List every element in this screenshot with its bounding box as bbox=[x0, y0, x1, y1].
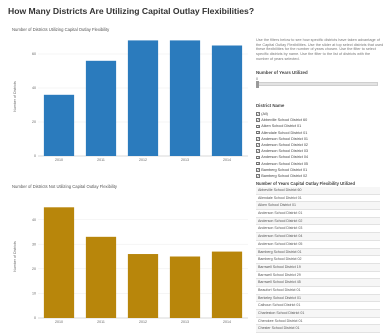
x-tick-label: 2013 bbox=[181, 320, 189, 324]
bar-2012[interactable] bbox=[127, 254, 159, 318]
list-item: Anderson School District 01 bbox=[256, 210, 380, 218]
list-item: Bamberg School District 02 bbox=[256, 256, 380, 264]
filter-item[interactable]: ✓ (All) bbox=[256, 111, 356, 117]
y-tick-label: 0 bbox=[34, 316, 36, 320]
checkbox-icon[interactable]: ✓ bbox=[256, 174, 260, 179]
bar-2012[interactable] bbox=[127, 40, 159, 156]
y-tick-label: 20 bbox=[32, 120, 36, 124]
chart1-ylabel: Number of Districts bbox=[13, 81, 17, 112]
filter-item-label: Anderson School District 01 bbox=[261, 136, 309, 141]
x-tick-label: 2013 bbox=[181, 158, 189, 162]
bar-2011[interactable] bbox=[85, 60, 117, 156]
x-tick-label: 2014 bbox=[223, 320, 231, 324]
checkbox-icon[interactable]: ✓ bbox=[256, 143, 260, 148]
filter-item[interactable]: ✓ Bamberg School District 02 bbox=[256, 173, 356, 179]
list-item: Barnwell School District 45 bbox=[256, 279, 380, 287]
y-tick-label: 30 bbox=[32, 242, 36, 246]
slider-handle[interactable] bbox=[256, 81, 259, 88]
filter-item[interactable]: ✓ Anderson School District 03 bbox=[256, 148, 356, 154]
checkbox-icon[interactable]: ✓ bbox=[256, 155, 260, 160]
x-tick-label: 2010 bbox=[55, 158, 63, 162]
x-tick-label: 2012 bbox=[139, 320, 147, 324]
filter-item[interactable]: ✓ Anderson School District 04 bbox=[256, 154, 356, 160]
filter-item-label: Aiken School District 01 bbox=[261, 124, 302, 129]
x-tick-label: 2014 bbox=[223, 158, 231, 162]
list-item: Calhoun School District 01 bbox=[256, 302, 380, 310]
x-tick-label: 2011 bbox=[97, 320, 105, 324]
bar-2010[interactable] bbox=[43, 207, 75, 318]
chart-districts-utilizing[interactable]: Number of Districts 60 40 20 0 2010 2011 2012 20… bbox=[10, 33, 250, 166]
chart2-title: Number of Districts Not Utilizing Capita… bbox=[12, 184, 117, 189]
x-tick-label: 2012 bbox=[139, 158, 147, 162]
checkbox-icon[interactable]: ✓ bbox=[256, 124, 260, 129]
years-slider-value: 0 bbox=[256, 77, 258, 81]
list-item: Cherokee School District 01 bbox=[256, 318, 380, 326]
x-tick-label: 2010 bbox=[55, 320, 63, 324]
filter-item-label: Anderson School District 04 bbox=[261, 155, 309, 160]
filter-item[interactable]: ✓ Abbeville School District 60 bbox=[256, 117, 356, 123]
list-item: Barnwell School District 29 bbox=[256, 272, 380, 280]
filter-item[interactable]: ✓ Anderson School District 01 bbox=[256, 136, 356, 142]
list-item: Anderson School District 05 bbox=[256, 241, 380, 249]
list-item: Bamberg School District 01 bbox=[256, 248, 380, 257]
bar-2014[interactable] bbox=[211, 251, 243, 318]
district-filter-label: District Name bbox=[256, 103, 285, 108]
page-title: How Many Districts Are Utilizing Capital… bbox=[8, 6, 255, 16]
checkbox-icon[interactable]: ✓ bbox=[256, 161, 260, 166]
checkbox-icon[interactable]: ✓ bbox=[256, 130, 260, 135]
bar-2013[interactable] bbox=[169, 40, 201, 156]
filter-item-label: Anderson School District 03 bbox=[261, 149, 309, 154]
list-item: Beaufort School District 01 bbox=[256, 287, 380, 295]
filter-item[interactable]: ✓ Anderson School District 02 bbox=[256, 142, 356, 148]
checkbox-icon[interactable]: ✓ bbox=[256, 149, 260, 154]
list-item: Charleston School District 01 bbox=[256, 310, 380, 318]
chart1-title: Number of Districts Utilizing Capital Ou… bbox=[12, 27, 110, 32]
bar-2010[interactable] bbox=[43, 94, 75, 156]
district-list: Abbeville School District 60 Allendale Sc… bbox=[256, 187, 380, 334]
filter-item-label: Bamberg School District 01 bbox=[261, 167, 308, 172]
list-item: Barnwell School District 19 bbox=[256, 263, 380, 272]
instructions-text: Use the filters below to see how specifi… bbox=[256, 38, 384, 61]
y-tick-label: 40 bbox=[32, 218, 36, 222]
filter-item[interactable]: ✓ Anderson School District 05 bbox=[256, 161, 356, 167]
list-item: Allendale School District 01 bbox=[256, 195, 380, 203]
list-item: Anderson School District 03 bbox=[256, 225, 380, 234]
list-item: Anderson School District 02 bbox=[256, 217, 380, 226]
filter-item-label: Anderson School District 02 bbox=[261, 143, 309, 148]
checkbox-icon[interactable]: ✓ bbox=[256, 137, 260, 142]
years-slider-label: Number of Years Utilized bbox=[256, 70, 308, 75]
years-slider[interactable] bbox=[256, 81, 378, 88]
y-tick-label: 0 bbox=[34, 154, 36, 158]
district-filter[interactable]: ✓ (All) ✓ Abbeville School District 60 ✓ Aike… bbox=[256, 111, 356, 179]
list-item: Anderson School District 04 bbox=[256, 233, 380, 241]
filter-item[interactable]: ✓ Aiken School District 01 bbox=[256, 123, 356, 129]
list-item: Aiken School District 01 bbox=[256, 202, 380, 211]
bar-2014[interactable] bbox=[211, 45, 243, 157]
sidebar-description: Use the filters below to see how specifi… bbox=[256, 38, 384, 62]
x-tick-label: 2011 bbox=[97, 158, 105, 162]
y-tick-label: 10 bbox=[32, 292, 36, 296]
bar-2011[interactable] bbox=[85, 236, 117, 318]
checkbox-icon[interactable]: ✓ bbox=[256, 112, 260, 117]
filter-item-label: Abbeville School District 60 bbox=[261, 118, 308, 123]
filter-item[interactable]: ✓ Bamberg School District 01 bbox=[256, 167, 356, 173]
filter-item-label: (All) bbox=[261, 112, 268, 117]
chart2-ylabel: Number of Districts bbox=[13, 241, 17, 272]
y-tick-label: 40 bbox=[32, 86, 36, 90]
filter-item[interactable]: ✓ Allendale School District 01 bbox=[256, 130, 356, 136]
y-tick-label: 60 bbox=[32, 52, 36, 56]
bar-2013[interactable] bbox=[169, 256, 201, 319]
filter-item-label: Anderson School District 05 bbox=[261, 161, 309, 166]
district-list-header: Number of Years Capital Outlay Flexibili… bbox=[256, 181, 356, 186]
checkbox-icon[interactable]: ✓ bbox=[256, 118, 260, 123]
list-item: Berkeley School District 01 bbox=[256, 294, 380, 303]
list-item: Abbeville School District 60 bbox=[256, 187, 380, 195]
filter-item-label: Allendale School District 01 bbox=[261, 130, 308, 135]
y-tick-label: 20 bbox=[32, 267, 36, 271]
checkbox-icon[interactable]: ✓ bbox=[256, 167, 260, 172]
list-item: Chester School District 01 bbox=[256, 325, 380, 334]
filter-item-label: Bamberg School District 02 bbox=[261, 173, 308, 178]
